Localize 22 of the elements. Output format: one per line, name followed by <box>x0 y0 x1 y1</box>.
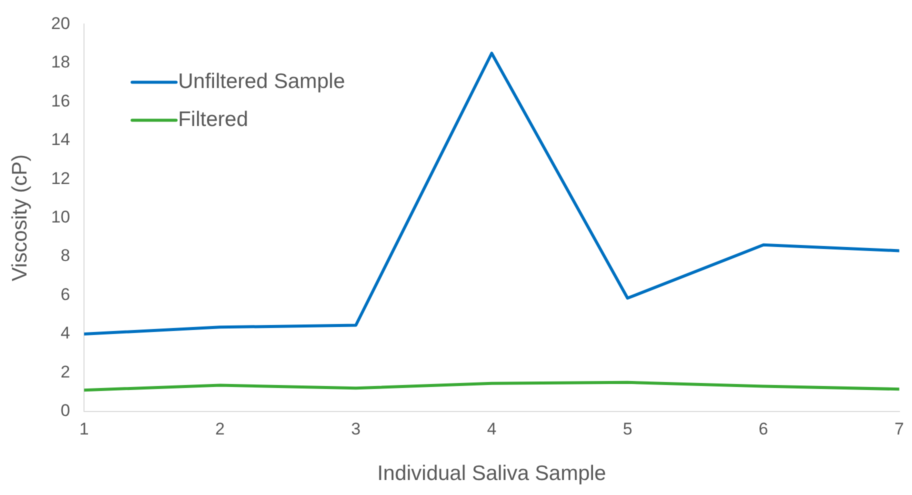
y-tick-label: 8 <box>60 246 70 266</box>
y-tick-label: 16 <box>51 91 70 110</box>
x-tick-label: 6 <box>758 419 768 438</box>
y-tick-label: 14 <box>51 130 70 150</box>
legend-label: Filtered <box>178 108 248 131</box>
x-tick-label: 2 <box>215 419 225 438</box>
legend-label: Unfiltered Sample <box>178 70 346 93</box>
x-tick-label: 5 <box>622 419 632 438</box>
y-tick-label: 0 <box>60 401 70 420</box>
y-tick-label: 6 <box>60 284 70 304</box>
x-axis-title: Individual Saliva Sample <box>377 462 606 486</box>
y-tick-label: 2 <box>60 362 70 382</box>
y-tick-label: 10 <box>51 207 70 226</box>
x-tick-label: 1 <box>79 419 89 438</box>
x-tick-label: 4 <box>486 419 496 438</box>
y-axis-title: Viscosity (cP) <box>8 154 32 282</box>
x-tick-label: 7 <box>894 419 904 438</box>
x-tick-label: 3 <box>351 419 361 438</box>
y-tick-label: 4 <box>60 324 70 343</box>
y-tick-label: 20 <box>51 14 70 33</box>
y-tick-label: 18 <box>51 52 70 72</box>
y-tick-label: 12 <box>51 168 70 188</box>
